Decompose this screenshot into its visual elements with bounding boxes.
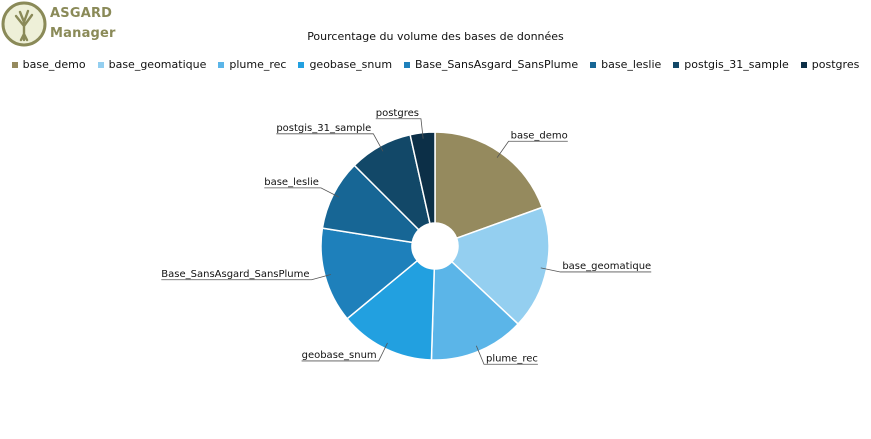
- leader-line: [475, 345, 538, 365]
- slice-label: Base_SansAsgard_SansPlume: [161, 269, 309, 280]
- legend-label: base_leslie: [601, 58, 662, 71]
- pie-slice-base-sansasgard-sansplume[interactable]: [320, 227, 419, 320]
- legend-label: plume_rec: [229, 58, 287, 71]
- chart-legend: base_demo base_geomatique plume_rec geobase…: [0, 58, 871, 71]
- slice-label: geobase_snum: [302, 350, 377, 361]
- legend-swatch: [11, 61, 18, 68]
- legend-label: base_demo: [22, 58, 86, 71]
- legend-swatch: [673, 61, 680, 68]
- asgard-logo: ASGARD Manager: [0, 0, 130, 50]
- legend-swatch: [218, 61, 225, 68]
- leader-line: [540, 267, 652, 273]
- leader-line: [375, 118, 424, 139]
- pie-slice-postgres[interactable]: [409, 131, 436, 225]
- legend-swatch: [97, 61, 104, 68]
- pie-slice-plume-rec[interactable]: [430, 260, 520, 361]
- slice-label: base_demo: [511, 130, 568, 141]
- legend-item: Base_SansAsgard_SansPlume: [404, 58, 578, 71]
- legend-label: geobase_snum: [309, 58, 393, 71]
- tree-logo-icon: [1, 1, 47, 47]
- legend-item: postgres: [800, 58, 860, 71]
- legend-swatch: [590, 61, 597, 68]
- slice-label: postgis_31_sample: [276, 123, 371, 134]
- legend-label: postgis_31_sample: [684, 58, 789, 71]
- legend-swatch: [298, 61, 305, 68]
- slice-label: base_geomatique: [562, 261, 651, 272]
- leader-line: [276, 133, 384, 152]
- legend-item: plume_rec: [218, 58, 286, 71]
- pie-slice-base-leslie[interactable]: [321, 164, 420, 244]
- legend-item: base_leslie: [590, 58, 661, 71]
- leader-line: [264, 187, 339, 198]
- logo-subtitle: Manager: [50, 26, 116, 41]
- legend-item: base_geomatique: [97, 58, 207, 71]
- leader-line: [161, 274, 331, 281]
- legend-item: geobase_snum: [298, 58, 392, 71]
- legend-label: postgres: [811, 58, 860, 71]
- logo-title: ASGARD: [50, 6, 113, 21]
- pie-slice-geobase-snum[interactable]: [346, 259, 436, 361]
- slice-label: plume_rec: [486, 353, 538, 364]
- pie-slice-base-demo[interactable]: [434, 131, 544, 240]
- legend-item: postgis_31_sample: [673, 58, 789, 71]
- leader-line: [496, 140, 568, 158]
- leader-line: [301, 342, 388, 362]
- legend-item: base_demo: [11, 58, 86, 71]
- pie-slice-base-geomatique[interactable]: [450, 206, 550, 326]
- legend-swatch: [404, 61, 411, 68]
- legend-label: Base_SansAsgard_SansPlume: [415, 58, 579, 71]
- slice-label: postgres: [376, 108, 419, 119]
- legend-label: base_geomatique: [108, 58, 207, 71]
- chart-title: Pourcentage du volume des bases de donné…: [307, 30, 564, 43]
- slice-label: base_leslie: [264, 177, 319, 188]
- legend-swatch: [800, 61, 807, 68]
